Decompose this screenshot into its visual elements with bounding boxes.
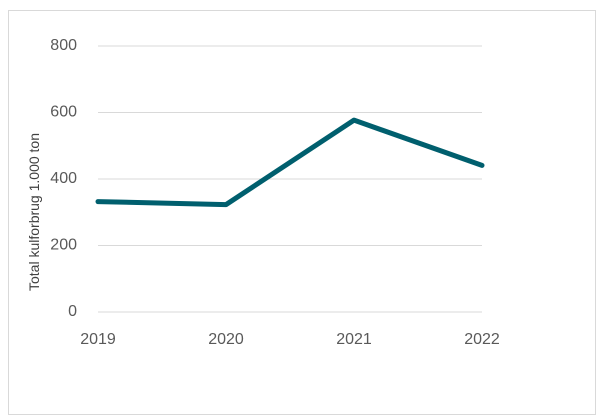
y-tick-label: 400 bbox=[50, 170, 77, 187]
chart-frame bbox=[8, 10, 596, 415]
x-tick-label: 2020 bbox=[208, 331, 244, 348]
y-tick-label: 200 bbox=[50, 237, 77, 254]
y-tick-label: 800 bbox=[50, 37, 77, 54]
series-line bbox=[95, 117, 485, 208]
y-tick-label: 0 bbox=[68, 303, 77, 320]
series-layer bbox=[95, 117, 485, 208]
y-axis-title: Total kulforbrug 1.000 ton bbox=[26, 133, 42, 291]
y-axis-ticks: 0 200 400 600 800 bbox=[50, 37, 77, 320]
x-tick-label: 2021 bbox=[336, 331, 372, 348]
x-axis-ticks: 2019 2020 2021 2022 bbox=[80, 331, 500, 348]
y-tick-label: 600 bbox=[50, 104, 77, 121]
gridlines bbox=[98, 45, 482, 313]
x-tick-label: 2022 bbox=[464, 331, 500, 348]
x-tick-label: 2019 bbox=[80, 331, 116, 348]
